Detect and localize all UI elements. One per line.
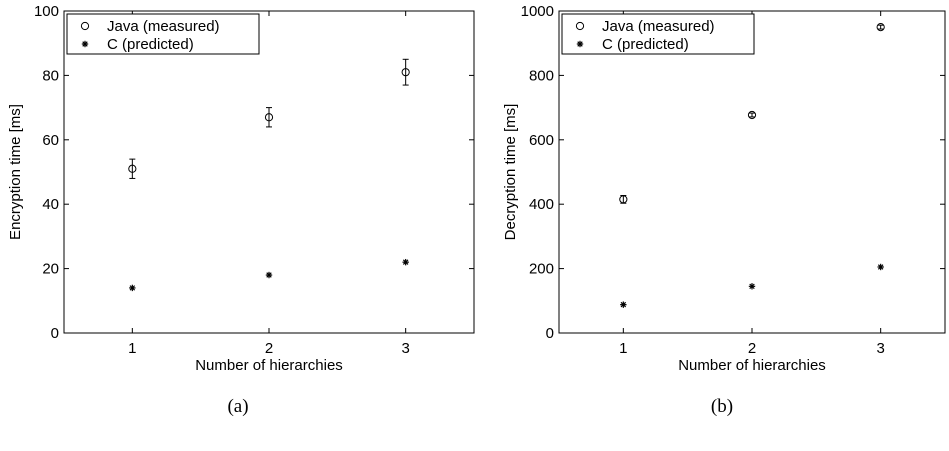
chart-b-data-point — [619, 195, 628, 204]
chart-a-ytick-label: 40 — [42, 196, 59, 213]
chart-a-y-axis-label: Encryption time [ms] — [7, 104, 24, 240]
chart-a-legend-box — [66, 13, 260, 55]
chart-b-error-bar — [877, 24, 884, 30]
chart-a-ytick-label: 60 — [42, 132, 59, 149]
chart-a-series-c — [129, 258, 409, 292]
chart-b-ytick-label: 1000 — [521, 3, 554, 20]
chart-a-x-axis-label: Number of hierarchies — [195, 357, 343, 374]
chart-a-error-bar — [266, 107, 272, 128]
chart-b-data-point — [748, 283, 756, 290]
chart-b-legend-entry: C (predicted) — [602, 36, 689, 53]
chart-a-data-point — [401, 68, 410, 77]
chart-a-ytick-label: 20 — [42, 261, 59, 278]
chart-b-series-java — [619, 23, 885, 204]
chart-a-data-point-stroke-d2 — [402, 259, 409, 265]
chart-a-legend: Java (measured)C (predicted) — [66, 13, 260, 55]
chart-b-legend-marker-stroke-d2 — [577, 41, 583, 47]
chart-b-data-point — [620, 301, 627, 308]
chart-a-caption: (a) — [227, 396, 248, 417]
chart-a-data-point — [128, 164, 137, 173]
chart-b: 0 200 400 600 800 1000 1 2 3 Number of hierarchie… — [502, 3, 946, 417]
chart-b-legend: Java (measured)C (predicted) — [561, 13, 755, 55]
chart-a-data-point — [264, 113, 274, 122]
chart-b-series-c — [620, 263, 884, 308]
chart-a-data-point — [402, 258, 409, 266]
chart-b-ytick-label: 800 — [529, 67, 554, 84]
chart-b-xtick-label: 1 — [619, 340, 627, 357]
chart-a-data-point — [129, 284, 136, 292]
chart-b-data-point-stroke-d2 — [749, 283, 755, 290]
chart-b-error-bar — [749, 112, 755, 118]
chart-a-ytick-label: 100 — [34, 3, 59, 20]
chart-a-plot-frame — [63, 10, 475, 334]
chart-a-legend-entry: C (predicted) — [107, 36, 194, 53]
chart-b-legend-marker — [576, 40, 584, 48]
chart-a-xtick-label: 2 — [265, 340, 273, 357]
chart-b-ytick-label: 0 — [546, 325, 554, 342]
chart-b-legend-entry: Java (measured) — [602, 18, 715, 35]
chart-a-data-point — [265, 271, 273, 279]
chart-b-xtick-label: 3 — [876, 340, 884, 357]
chart-a-legend-entry: Java (measured) — [107, 18, 220, 35]
chart-b-ytick-label: 400 — [529, 196, 554, 213]
chart-a-error-bar — [402, 58, 409, 86]
chart-a-ytick-label: 80 — [42, 67, 59, 84]
chart-b-ytick-label: 200 — [529, 261, 554, 278]
chart-b-y-axis-label: Decryption time [ms] — [502, 104, 519, 241]
chart-a-legend-marker — [81, 40, 89, 48]
chart-b-legend-box — [561, 13, 755, 55]
chart-a: 0 20 40 60 80 100 1 2 3 Number of hierarchies Encr… — [7, 3, 475, 417]
chart-a-legend-marker-stroke-d2 — [82, 41, 88, 47]
chart-a-xtick-label: 3 — [401, 340, 409, 357]
chart-a-ytick-label: 0 — [51, 325, 59, 342]
chart-a-data-point-stroke-d2 — [266, 272, 272, 278]
chart-a-data-point-stroke-d2 — [129, 285, 136, 291]
chart-b-data-point-stroke-d2 — [877, 264, 884, 270]
chart-a-legend-marker — [80, 21, 90, 31]
chart-b-data-point-stroke-d2 — [620, 301, 627, 308]
chart-a-error-bar — [129, 158, 136, 179]
chart-b-caption: (b) — [711, 396, 733, 417]
chart-b-data-point — [876, 23, 885, 32]
chart-a-series-java — [128, 58, 410, 179]
chart-b-xtick-label: 2 — [748, 340, 756, 357]
chart-b-data-point — [747, 110, 757, 120]
chart-a-xtick-label: 1 — [128, 340, 136, 357]
chart-b-x-axis-label: Number of hierarchies — [678, 357, 826, 374]
chart-b-legend-marker — [575, 21, 585, 31]
chart-b-ytick-label: 600 — [529, 132, 554, 149]
chart-b-data-point — [877, 263, 884, 271]
